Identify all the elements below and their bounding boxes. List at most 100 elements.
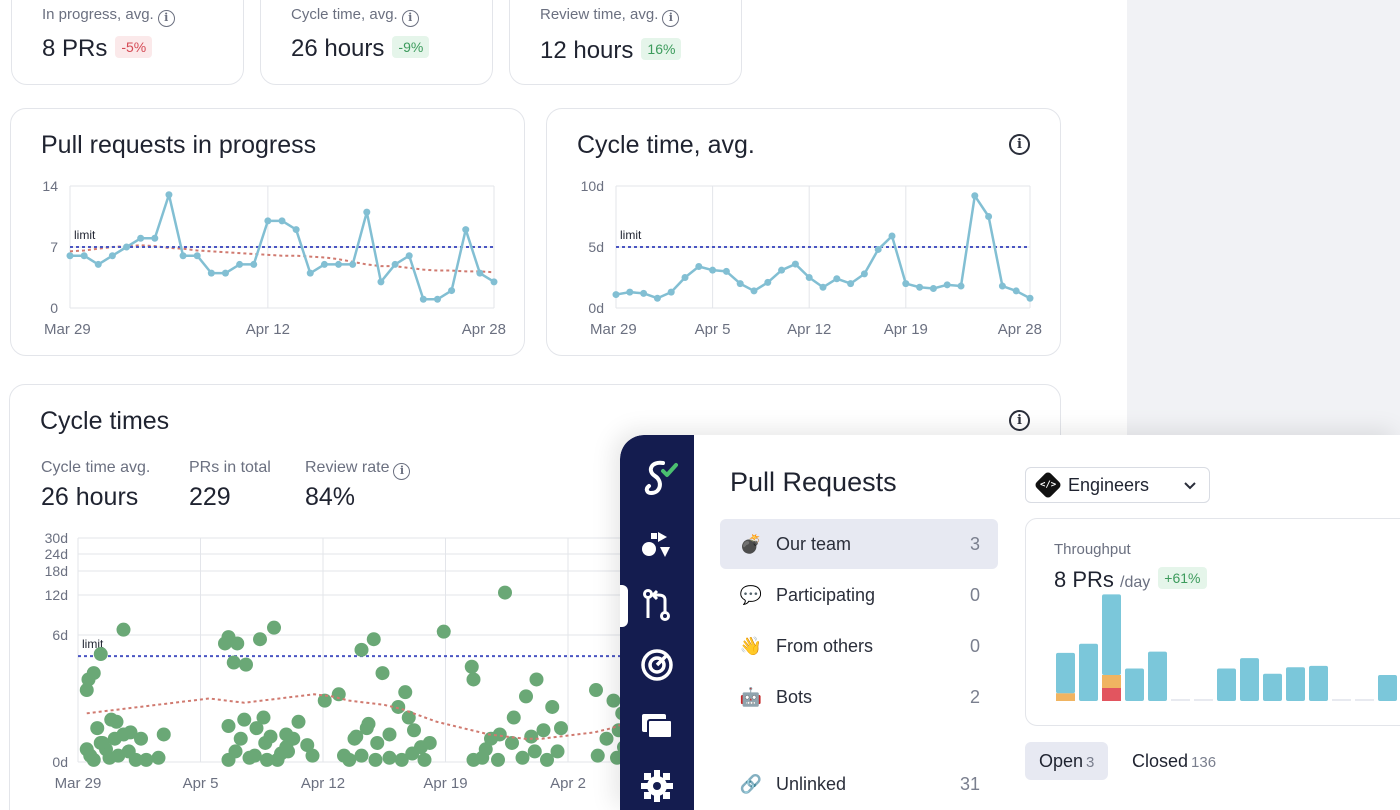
metric-label-prs-total: PRs in total [189,459,271,476]
scatter-point [361,716,376,731]
scatter-point [398,685,413,700]
filter-count: 3 [969,533,980,554]
scatter-point [151,750,166,765]
speech-bubble-icon: 💬 [739,584,763,605]
data-point [667,288,675,296]
team-select[interactable]: </> Engineers [1025,467,1210,503]
info-icon[interactable]: i [1009,134,1030,155]
metric-label-review-rate: Review rate i [305,459,411,480]
data-point [957,282,965,290]
x-tick-label: Apr 28 [998,321,1042,338]
data-point [1026,294,1034,302]
data-point [612,291,620,299]
y-tick-label: 6d [52,627,68,643]
filter-label: Bots [776,686,813,707]
stat-card-cycle-time: Cycle time, avg. i 26 hours -9% [260,0,493,85]
info-icon[interactable]: i [1009,410,1030,431]
scatter-point [116,622,131,637]
tab-open[interactable]: Open 3 [1025,742,1109,780]
throughput-bar [1286,667,1305,701]
scatter-point [505,735,519,750]
filter-unlinked[interactable]: 🔗 Unlinked 31 [720,759,998,809]
settings-gear-icon[interactable] [639,768,675,804]
change-badge: -9% [392,36,430,58]
radar-icon[interactable] [639,647,675,683]
stat-card-review-time: Review time, avg. i 12 hours 16% [509,0,742,85]
data-point [363,208,371,216]
card-title: Cycle time, avg. [577,131,755,159]
info-icon[interactable]: i [662,10,680,27]
scatter-point [300,738,315,753]
throughput-bar-empty [1171,699,1190,701]
change-badge: 16% [641,38,682,60]
filter-from-others[interactable]: 👋 From others 0 [720,621,998,671]
scatter-point [267,620,281,635]
cycle-time-card: Cycle time, avg. i [546,108,1061,356]
scatter-point [291,714,306,729]
data-point [80,252,88,260]
card-info[interactable]: i [1005,409,1030,431]
throughput-label: Throughput [1054,541,1131,558]
tab-closed[interactable]: Closed 136 [1132,751,1217,771]
data-point [151,234,159,242]
scatter-point [354,642,369,657]
data-point [306,269,314,277]
scatter-point [407,723,421,738]
card-info[interactable]: i [1005,133,1030,155]
filter-our-team[interactable]: 💣 Our team 3 [720,519,998,569]
scatter-point [554,721,568,736]
throughput-bar [1263,673,1282,701]
scatter-point [226,655,241,670]
stat-value: 8 PRs -5% [42,35,153,63]
scatter-point [230,636,245,651]
card-title: Cycle times [40,407,170,435]
scatter-point [401,710,416,725]
side-navigation [620,435,694,810]
scatter-point [90,721,105,736]
scatter-point [391,699,406,714]
dashboard-icon[interactable] [639,528,675,564]
data-point [320,260,328,268]
scatter-point [589,683,603,698]
scatter-point [382,727,397,742]
trend-line [86,693,630,740]
y-tick-label: 10d [581,178,604,194]
data-point [985,213,993,220]
scatter-point [382,750,397,765]
data-point [250,260,258,268]
pull-request-icon[interactable] [639,587,675,623]
info-icon[interactable]: i [401,10,419,27]
throughput-value: 8 PRs /day +61% [1054,567,1207,593]
filter-participating[interactable]: 💬 Participating 0 [720,570,998,620]
scatter-point [370,735,385,750]
data-point [193,252,201,260]
data-point [66,252,74,260]
throughput-bar [1240,658,1259,701]
data-point [805,274,813,281]
prs-in-progress-chart: 0 7 14 Mar 29 Apr 12 Apr 28 limit [42,178,506,338]
scatter-point [281,744,295,759]
stack-icon[interactable] [639,708,675,744]
data-point [292,226,300,234]
info-icon[interactable]: i [157,10,175,27]
filter-bots[interactable]: 🤖 Bots 2 [720,672,998,722]
y-tick-label: 24d [45,546,68,562]
info-icon[interactable]: i [393,463,411,480]
scatter-point [368,752,383,767]
x-tick-label: Apr 12 [787,321,831,338]
data-point [847,280,855,288]
data-point [419,295,427,303]
scatter-point [279,727,294,742]
scatter-point [464,659,479,674]
card-title: Pull requests in progress [41,131,317,159]
throughput-bar [1125,668,1144,701]
app-logo[interactable] [637,457,681,501]
scatter-point [237,712,252,727]
scatter-point [590,748,605,763]
stat-label: In progress, avg. i [42,6,175,27]
data-point [264,217,272,225]
data-point [137,234,145,242]
scatter-point [260,752,274,767]
data-point [165,191,173,199]
